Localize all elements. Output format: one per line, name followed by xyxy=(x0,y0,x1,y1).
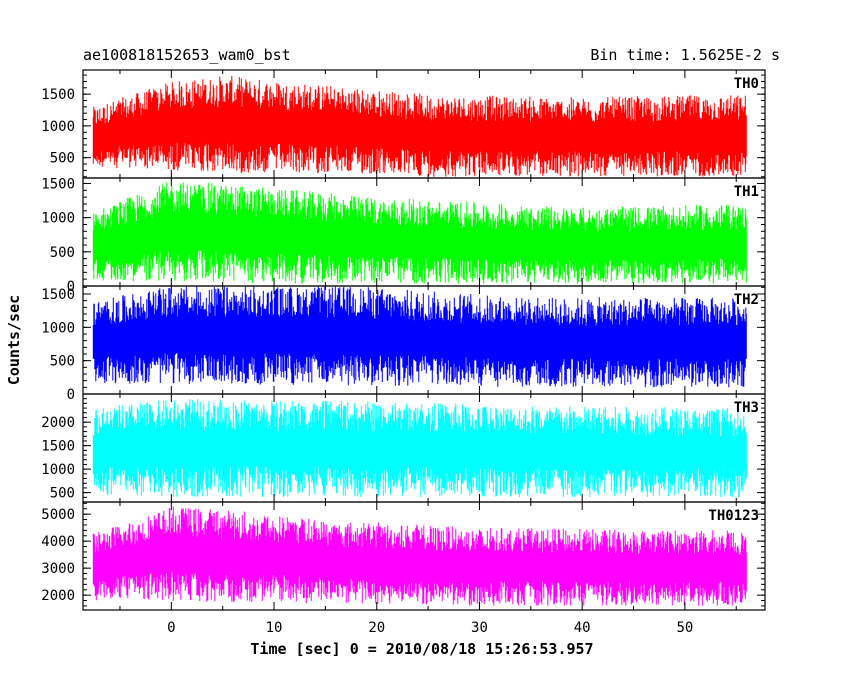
panel-th2: 0 500 1000 1500 TH2 xyxy=(41,285,766,403)
x-tick-label: 50 xyxy=(676,620,693,636)
y-tick-label: 1500 xyxy=(41,287,75,303)
y-tick-label: 1000 xyxy=(41,462,75,478)
y-tick-label: 1500 xyxy=(41,439,75,455)
y-tick-label: 2000 xyxy=(41,588,75,604)
series-th0123 xyxy=(92,506,747,606)
y-tick-label: 2000 xyxy=(41,415,75,431)
panel-th0: 500 1000 1500 TH0 xyxy=(41,69,766,179)
x-axis-label: Time [sec] 0 = 2010/08/18 15:26:53.957 xyxy=(250,640,593,658)
y-tick-label: 4000 xyxy=(41,534,75,550)
panel-frame-th0123 xyxy=(82,501,766,611)
x-axis: 0 10 20 30 40 50 xyxy=(167,620,693,636)
y-tick-label: 500 xyxy=(50,245,75,261)
bin-time-label: Bin time: 1.5625E-2 s xyxy=(590,46,780,64)
series-th0 xyxy=(92,76,747,177)
panels: 500 1000 1500 TH0 0 500 1000 1500 TH1 0 500 1000 150… xyxy=(41,69,766,611)
figure-title: ae100818152653_wam0_bst xyxy=(83,46,291,64)
y-tick-label: 3000 xyxy=(41,561,75,577)
series-th2 xyxy=(92,286,747,388)
panel-label-th3: TH3 xyxy=(734,400,759,416)
panel-th3: 500 1000 1500 2000 TH3 xyxy=(41,393,766,503)
x-tick-label: 30 xyxy=(471,620,488,636)
x-tick-label: 20 xyxy=(368,620,385,636)
y-tick-label: 500 xyxy=(50,151,75,167)
series-th1 xyxy=(92,182,747,284)
series-th3 xyxy=(92,399,747,498)
y-tick-label: 0 xyxy=(67,387,75,403)
y-tick-label: 500 xyxy=(50,354,75,370)
panel-label-th2: TH2 xyxy=(734,292,759,308)
y-tick-label: 0 xyxy=(67,279,75,295)
panel-label-th1: TH1 xyxy=(734,184,759,200)
x-tick-label: 40 xyxy=(574,620,591,636)
y-axis-label: Counts/sec xyxy=(5,295,23,385)
y-tick-label: 1500 xyxy=(41,176,75,192)
panel-th0123: 2000 3000 4000 5000 TH0123 xyxy=(41,501,766,611)
y-tick-label: 1000 xyxy=(41,119,75,135)
panel-label-th0123: TH0123 xyxy=(708,508,759,524)
panel-th1: 0 500 1000 1500 TH1 xyxy=(41,176,766,295)
y-tick-label: 1000 xyxy=(41,211,75,227)
x-tick-label: 10 xyxy=(266,620,283,636)
y-tick-label: 1000 xyxy=(41,320,75,336)
y-tick-label: 5000 xyxy=(41,507,75,523)
x-tick-label: 0 xyxy=(167,620,175,636)
panel-label-th0: TH0 xyxy=(734,76,759,92)
y-tick-label: 500 xyxy=(50,486,75,502)
y-tick-label: 1500 xyxy=(41,87,75,103)
